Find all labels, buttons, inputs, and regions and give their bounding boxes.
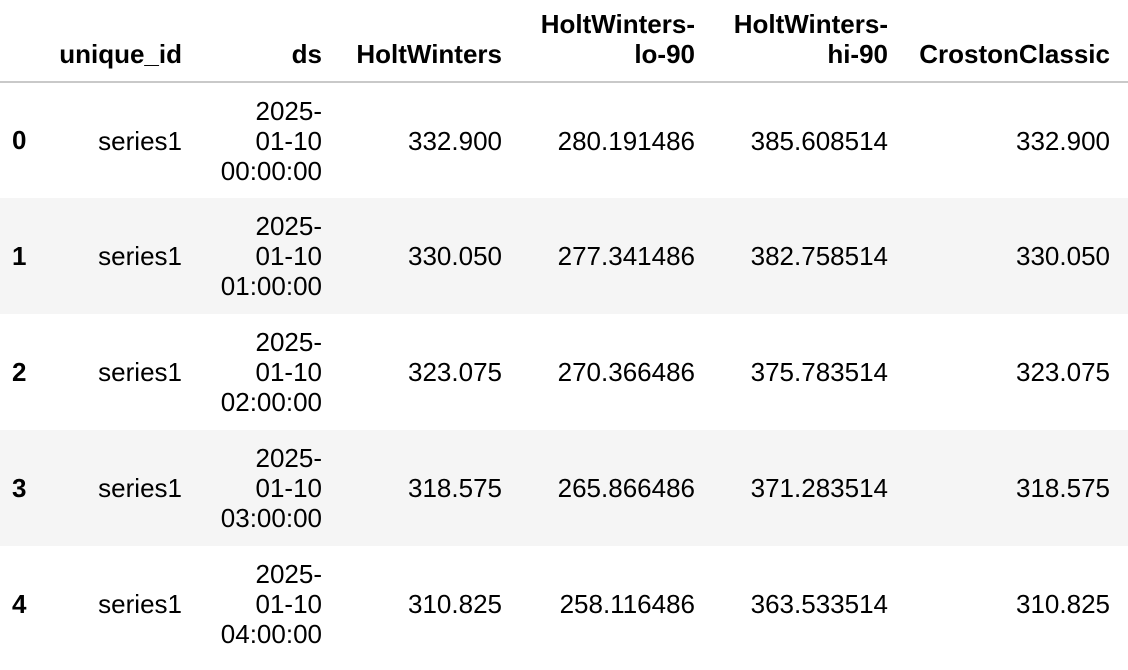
table-header: unique_id ds HoltWinters HoltWinters- lo…: [0, 0, 1128, 83]
row-index: 1: [12, 240, 27, 271]
holtwinters-cell: 323.075: [408, 357, 502, 387]
holtwinters-cell: 318.575: [408, 473, 502, 503]
holtwinters-cell: 310.825: [408, 589, 502, 619]
holtwinters-hi-90-cell: 385.608514: [750, 125, 888, 156]
holtwinters-column-header: HoltWinters: [340, 0, 520, 83]
holtwinters-lo-90-cell: 258.116486: [559, 589, 695, 619]
holtwinters-hi-90-column-header: HoltWinters- hi-90: [713, 0, 906, 83]
ds-column-header: ds: [200, 0, 340, 83]
table-row: 3 series1 2025- 01-10 03:00:00 318.575 2…: [0, 430, 1128, 546]
crostonclassic-cell: 330.050: [1016, 241, 1110, 271]
table-row: 1 series1 2025- 01-10 01:00:00 330.050 2…: [0, 198, 1128, 314]
table-body: 0 series1 2025- 01-10 00:00:00 332.900 2…: [0, 82, 1128, 662]
holtwinters-lo-90-cell: 270.366486: [557, 357, 695, 387]
holtwinters-lo-90-cell: 277.341486: [557, 241, 695, 271]
holtwinters-cell: 332.900: [408, 125, 502, 156]
ds-cell: 2025- 01-10 02:00:00: [220, 327, 322, 417]
unique-id-column-header: unique_id: [40, 0, 200, 83]
holtwinters-hi-90-cell: 382.758514: [750, 241, 888, 271]
holtwinters-lo-90-cell: 265.866486: [557, 473, 695, 503]
unique-id-cell: series1: [98, 357, 182, 387]
crostonclassic-cell: 310.825: [1016, 589, 1110, 619]
ds-cell: 2025- 01-10 03:00:00: [220, 443, 322, 533]
unique-id-cell: series1: [98, 125, 182, 156]
crostonclassic-cell: 332.900: [1016, 125, 1110, 156]
row-index: 3: [12, 472, 27, 503]
unique-id-cell: series1: [98, 589, 182, 619]
row-index: 2: [12, 356, 27, 387]
crostonclassic-cell: 323.075: [1016, 357, 1110, 387]
holtwinters-cell: 330.050: [408, 241, 502, 271]
holtwinters-lo-90-column-header: HoltWinters- lo-90: [520, 0, 713, 83]
index-column-header: [0, 0, 40, 83]
table-row: 0 series1 2025- 01-10 00:00:00 332.900 2…: [0, 82, 1128, 198]
ds-cell: 2025- 01-10 01:00:00: [220, 211, 322, 301]
unique-id-cell: series1: [98, 241, 182, 271]
holtwinters-hi-90-cell: 363.533514: [750, 589, 888, 619]
crostonclassic-column-header: CrostonClassic: [906, 0, 1128, 83]
holtwinters-lo-90-cell: 280.191486: [557, 125, 695, 156]
row-index: 4: [12, 588, 27, 619]
ds-cell: 2025- 01-10 00:00:00: [220, 95, 322, 186]
row-index: 0: [12, 125, 27, 155]
holtwinters-hi-90-cell: 375.783514: [750, 357, 888, 387]
table-row: 2 series1 2025- 01-10 02:00:00 323.075 2…: [0, 314, 1128, 430]
holtwinters-hi-90-cell: 371.283514: [750, 473, 888, 503]
table-row: 4 series1 2025- 01-10 04:00:00 310.825 2…: [0, 546, 1128, 662]
ds-cell: 2025- 01-10 04:00:00: [220, 559, 322, 649]
header-row: unique_id ds HoltWinters HoltWinters- lo…: [0, 0, 1128, 83]
unique-id-cell: series1: [98, 473, 182, 503]
crostonclassic-cell: 318.575: [1016, 473, 1110, 503]
